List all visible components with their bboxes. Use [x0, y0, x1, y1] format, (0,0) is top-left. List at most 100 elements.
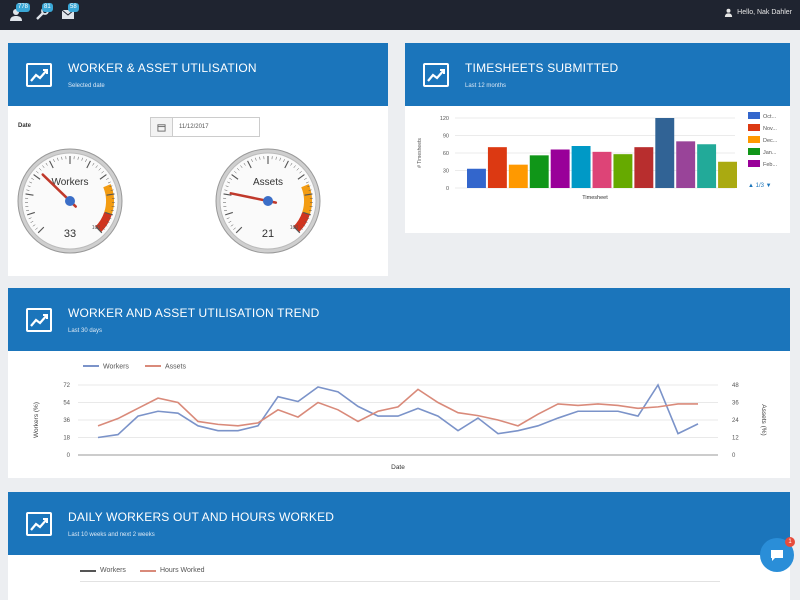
- gauge-tick: [32, 224, 36, 227]
- user-icon: [725, 8, 733, 17]
- user-menu[interactable]: Hello, Nak Dahler: [724, 8, 792, 17]
- legend-swatch: [139, 569, 156, 572]
- legend-label: Workers: [103, 364, 129, 371]
- gauge-value: 21: [262, 228, 274, 240]
- top-navbar: 778 81 58 Hello, Nak Dahler: [0, 0, 800, 30]
- gauge-tick: [279, 157, 281, 161]
- gauge-tick: [233, 227, 236, 230]
- gauge-tick: [306, 217, 310, 220]
- gauge-hub: [263, 196, 273, 206]
- y-tick-label-left: 54: [63, 401, 70, 407]
- y-tick-label-right: 12: [732, 436, 739, 442]
- panel-title: TIMESHEETS SUBMITTED: [465, 61, 619, 75]
- gauge-tick: [228, 221, 232, 223]
- gauge-tick: [226, 217, 230, 220]
- gauge-tick: [95, 165, 98, 168]
- gauge-max-label: 100: [92, 225, 101, 231]
- panel-subtitle: Last 30 days: [68, 328, 103, 334]
- legend-label: Assets: [165, 364, 187, 371]
- y-axis-label-left: Workers (%): [33, 402, 40, 438]
- bar: [592, 151, 612, 188]
- gauge-tick: [308, 209, 312, 212]
- bar: [634, 147, 654, 188]
- trend-panel: WORKER AND ASSET UTILISATION TREND Last …: [8, 288, 790, 478]
- gauge-tick: [304, 177, 307, 180]
- y-tick-label-right: 36: [732, 401, 739, 407]
- chat-badge: 1: [785, 537, 795, 547]
- date-value: 11/12/2017: [179, 124, 209, 130]
- gauge-tick: [37, 226, 45, 234]
- y-tick-label-right: 24: [732, 418, 739, 424]
- date-picker[interactable]: 11/12/2017: [150, 117, 260, 137]
- gauge-tick: [29, 181, 33, 184]
- gauge-tick: [297, 174, 305, 180]
- legend-item-hours-worked[interactable]: Hours Worked: [139, 567, 205, 574]
- gauge-tick: [98, 168, 101, 171]
- y-tick-label-left: 18: [63, 436, 70, 442]
- gauge-tick: [305, 181, 309, 184]
- gauge-tick: [251, 159, 253, 163]
- gauge-tick: [229, 177, 232, 180]
- calendar-icon[interactable]: [151, 118, 173, 136]
- gauge-tick: [101, 171, 104, 174]
- gauge-tick: [231, 174, 239, 180]
- gauge-tick: [86, 160, 91, 169]
- legend-label: Hours Worked: [159, 567, 205, 574]
- users-badge: 778: [16, 3, 31, 12]
- legend-item-workers[interactable]: Workers: [80, 567, 126, 574]
- y-tick-label: 0: [446, 186, 449, 192]
- gauge-tick: [25, 193, 34, 196]
- y-axis-label-right: Assets (%): [760, 404, 767, 435]
- gauge-tick: [223, 193, 232, 196]
- legend-label: Workers: [100, 567, 126, 574]
- gauge-tick: [92, 162, 95, 166]
- legend-swatch: [80, 569, 96, 572]
- gauge-tick: [26, 189, 30, 191]
- legend-swatch: [748, 160, 760, 167]
- bar: [697, 144, 717, 188]
- gauge-tick: [227, 181, 231, 184]
- gauge-tick: [42, 165, 45, 168]
- gauge-tick: [33, 174, 41, 180]
- panel-title: WORKER AND ASSET UTILISATION TREND: [68, 306, 320, 320]
- legend-pager: ▲ 1/3 ▼: [748, 183, 772, 189]
- gauge-tick: [110, 189, 114, 191]
- legend-swatch: [748, 112, 760, 119]
- gauge-tick: [81, 157, 83, 161]
- gauge-value: 33: [64, 228, 76, 240]
- timesheets-bar-chart: 0 30 60 90 120 Timesheet # Timesheets Oct... Nov…: [417, 112, 778, 201]
- gauge-tick: [104, 224, 108, 227]
- trend-panel-header: WORKER AND ASSET UTILISATION TREND Last …: [8, 288, 790, 351]
- gauge-tick: [293, 165, 296, 168]
- gauge-tick: [99, 174, 107, 180]
- y-axis-label: # Timesheets: [417, 138, 423, 168]
- y-tick-label-right: 48: [732, 383, 739, 389]
- bar: [571, 146, 591, 188]
- y-tick-label: 30: [443, 169, 449, 175]
- y-tick-label-left: 72: [63, 383, 70, 389]
- users-nav-button[interactable]: 778: [8, 3, 31, 22]
- gauge-tick: [105, 211, 113, 216]
- gauge-tick: [36, 171, 39, 174]
- gauge-tick: [290, 162, 293, 166]
- gauge-tick: [106, 193, 115, 196]
- line-chart-icon: [423, 63, 449, 87]
- gauge-tick: [224, 189, 228, 191]
- gauge-max-label: 100: [290, 225, 299, 231]
- gauge-tick: [85, 159, 87, 163]
- timesheets-panel-header: TIMESHEETS SUBMITTED Last 12 months: [405, 43, 790, 106]
- gauge-label: Assets: [253, 177, 283, 188]
- chat-button[interactable]: 1: [760, 537, 795, 572]
- gauge-tick: [296, 168, 299, 171]
- y-tick-label-left: 36: [63, 418, 70, 424]
- gauge-hub: [65, 196, 75, 206]
- y-tick-label: 60: [443, 151, 449, 157]
- tasks-nav-button[interactable]: 81: [34, 3, 53, 22]
- gauge-tick: [106, 177, 109, 180]
- messages-nav-button[interactable]: 58: [60, 3, 79, 22]
- gauge-tick: [95, 226, 103, 234]
- utilisation-panel-header: WORKER & ASSET UTILISATION Selected date: [8, 43, 388, 106]
- gauge-band: [103, 184, 114, 215]
- legend-label: Jan...: [763, 150, 777, 156]
- date-label: Date: [18, 123, 32, 129]
